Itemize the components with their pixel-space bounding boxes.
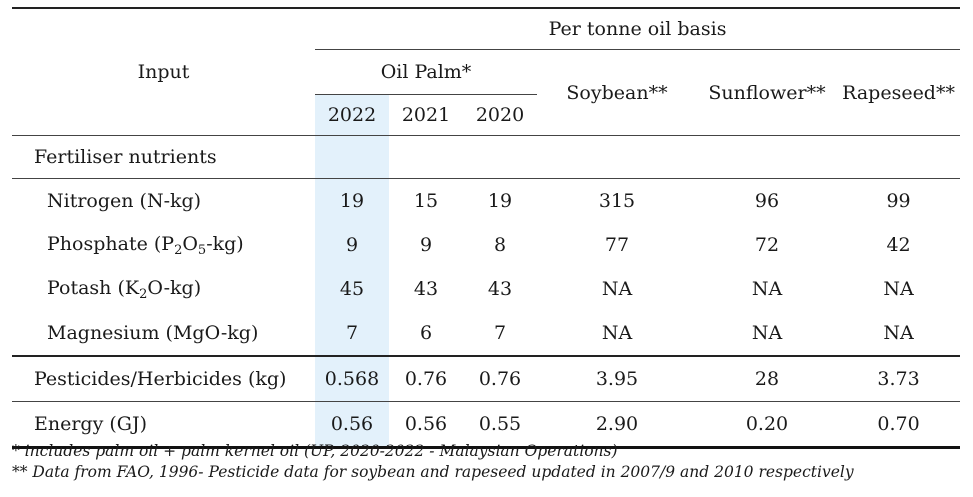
value-cell: 0.20 [697,401,837,449]
row-label: Energy (GJ) [12,401,315,449]
table-row-magnesium: Magnesium (MgO-kg) 7 6 7 NA NA NA [12,311,960,356]
value-cell: 0.568 [315,355,389,402]
value-cell: NA [883,278,914,300]
value-cell: 43 [413,278,439,300]
value-cell: 6 [419,322,433,344]
value-cell: 72 [754,234,780,256]
value-cell: NA [883,322,914,344]
label-part: Potash (K [47,276,140,299]
header-per-tonne: Per tonne oil basis [315,7,961,50]
value-cell: 19 [463,178,537,223]
row-label: Magnesium (MgO-kg) [47,322,259,344]
section-fertiliser-nutrients: Fertiliser nutrients [12,135,315,179]
value-cell: NA [601,322,633,344]
cell-empty [463,135,537,179]
value-cell: 42 [886,234,911,256]
value-cell: 77 [604,234,630,256]
value-cell: 9 [315,223,389,267]
cell-empty [837,135,961,179]
value-cell: 7 [493,322,507,344]
subscript: 2 [174,242,183,258]
label-part: O-kg) [147,276,202,299]
cell-empty [697,135,837,179]
label-part: Phosphate (P [47,232,175,255]
header-year-2020: 2020 [463,94,537,136]
table-row-pesticides: Pesticides/Herbicides (kg) 0.568 0.76 0.… [12,355,961,402]
value-cell: 0.76 [463,355,537,402]
subscript: 5 [197,242,207,258]
value-cell: 0.70 [837,401,961,449]
value-cell: 0.76 [389,355,463,402]
subscript: 2 [139,286,148,302]
row-label: Pesticides/Herbicides (kg) [12,355,315,402]
cell-empty [537,135,697,179]
table-row-nitrogen: Nitrogen (N-kg) 19 15 19 315 96 99 [12,178,961,223]
value-cell: NA [751,322,783,344]
row-label: Nitrogen (N-kg) [12,178,315,223]
cell-empty [389,135,463,179]
value-cell: 0.56 [315,401,389,449]
row-label: Phosphate (P2O5-kg) [12,223,315,267]
value-cell: 28 [697,355,837,402]
header-input: Input [12,7,315,136]
value-cell: NA [601,278,633,300]
footnote-fao: ** Data from FAO, 1996- Pesticide data f… [12,463,854,481]
value-cell: NA [751,278,783,300]
footnotes: * includes palm oil + palm kernel oil (U… [12,441,854,483]
value-cell: 19 [315,178,389,223]
value-cell: 0.56 [389,401,463,449]
row-label: Potash (K2O-kg) [12,267,315,311]
value-cell: 3.73 [837,355,961,402]
header-year-2021: 2021 [389,94,463,136]
value-cell: 99 [837,178,961,223]
value-cell: 8 [493,234,507,256]
header-rapeseed: Rapeseed** [837,49,961,136]
value-cell: 9 [419,234,433,256]
value-cell: 43 [487,278,513,300]
value-cell: 315 [537,178,697,223]
table-row-phosphate: Phosphate (P2O5-kg) 9 9 8 77 72 42 [12,223,960,267]
value-cell: 2.90 [537,401,697,449]
table-row-energy: Energy (GJ) 0.56 0.56 0.55 2.90 0.20 0.7… [12,401,961,449]
header-year-2022: 2022 [315,94,389,136]
table-row-potash: Potash (K2O-kg) 45 43 43 NA NA NA [12,267,960,311]
value-cell: 15 [389,178,463,223]
label-part: O [182,232,198,255]
footnote-oil-palm: * includes palm oil + palm kernel oil (U… [12,442,618,460]
label-part: -kg) [206,232,244,255]
header-oil-palm: Oil Palm* [315,49,537,95]
value-cell: 96 [697,178,837,223]
value-cell: 0.55 [463,401,537,449]
header-sunflower: Sunflower** [697,49,837,136]
value-cell: 7 [315,311,389,356]
data-table-container: Input Per tonne oil basis Oil Palm* Soyb… [12,7,961,449]
value-cell: 3.95 [537,355,697,402]
header-soybean: Soybean** [537,49,697,136]
inputs-table: Input Per tonne oil basis Oil Palm* Soyb… [12,7,961,449]
value-cell: 45 [315,267,389,311]
cell-empty [315,135,389,179]
